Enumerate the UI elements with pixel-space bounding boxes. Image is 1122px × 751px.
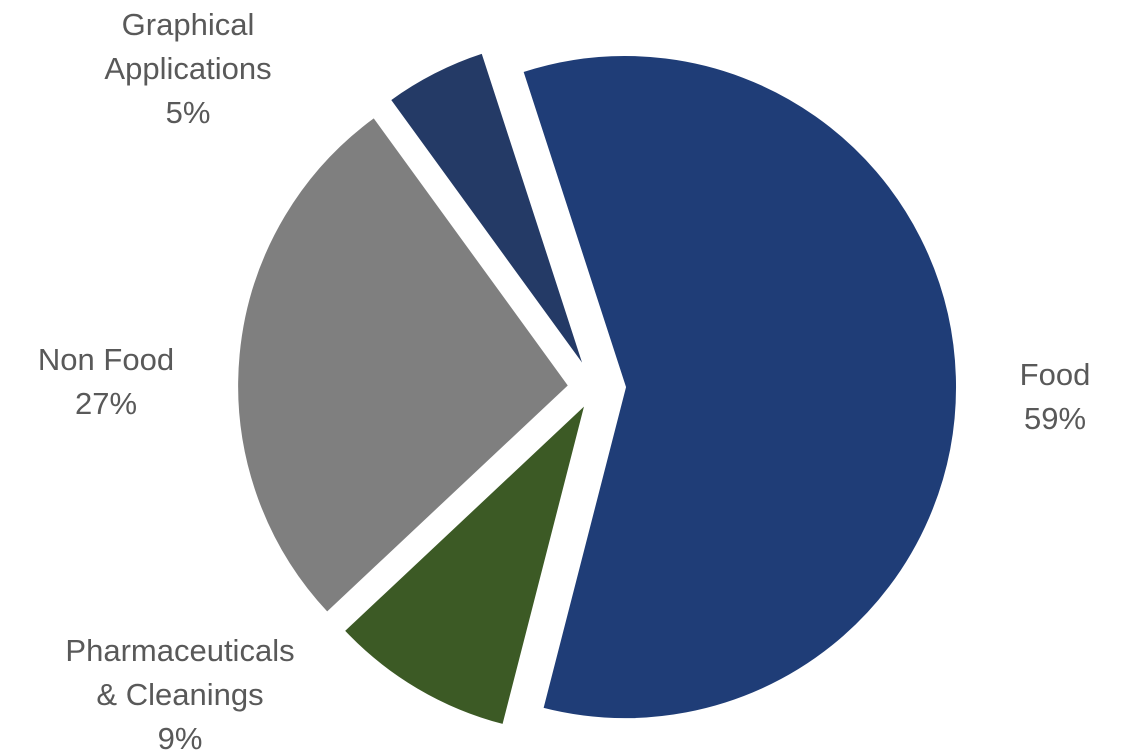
slice-non-food [236,115,571,615]
data-label-food: Food 59% [1020,357,1091,436]
data-label-non-food: Non Food 27% [38,342,174,421]
data-label-pharmaceuticals-cleanings: Pharmaceuticals & Cleanings 9% [65,633,294,751]
pie-labels: Food 59% Pharmaceuticals & Cleanings 9% Non F… [38,7,1090,751]
data-label-line: 27% [75,386,137,421]
data-label-line: 5% [166,95,211,130]
data-label-line: Non Food [38,342,174,377]
data-label-line: Applications [104,51,271,86]
slice-graphical-applications [388,51,586,369]
data-label-graphical-applications: Graphical Applications 5% [104,7,271,130]
data-label-line: Graphical [122,7,255,42]
data-label-line: & Cleanings [96,677,263,712]
slice-pharmaceuticals-cleanings [342,400,588,727]
data-label-line: Pharmaceuticals [65,633,294,668]
data-label-line: Food [1020,357,1091,392]
pie-slices [236,51,958,727]
slice-food [521,54,958,720]
data-label-line: 9% [158,721,203,751]
data-label-line: 59% [1024,401,1086,436]
